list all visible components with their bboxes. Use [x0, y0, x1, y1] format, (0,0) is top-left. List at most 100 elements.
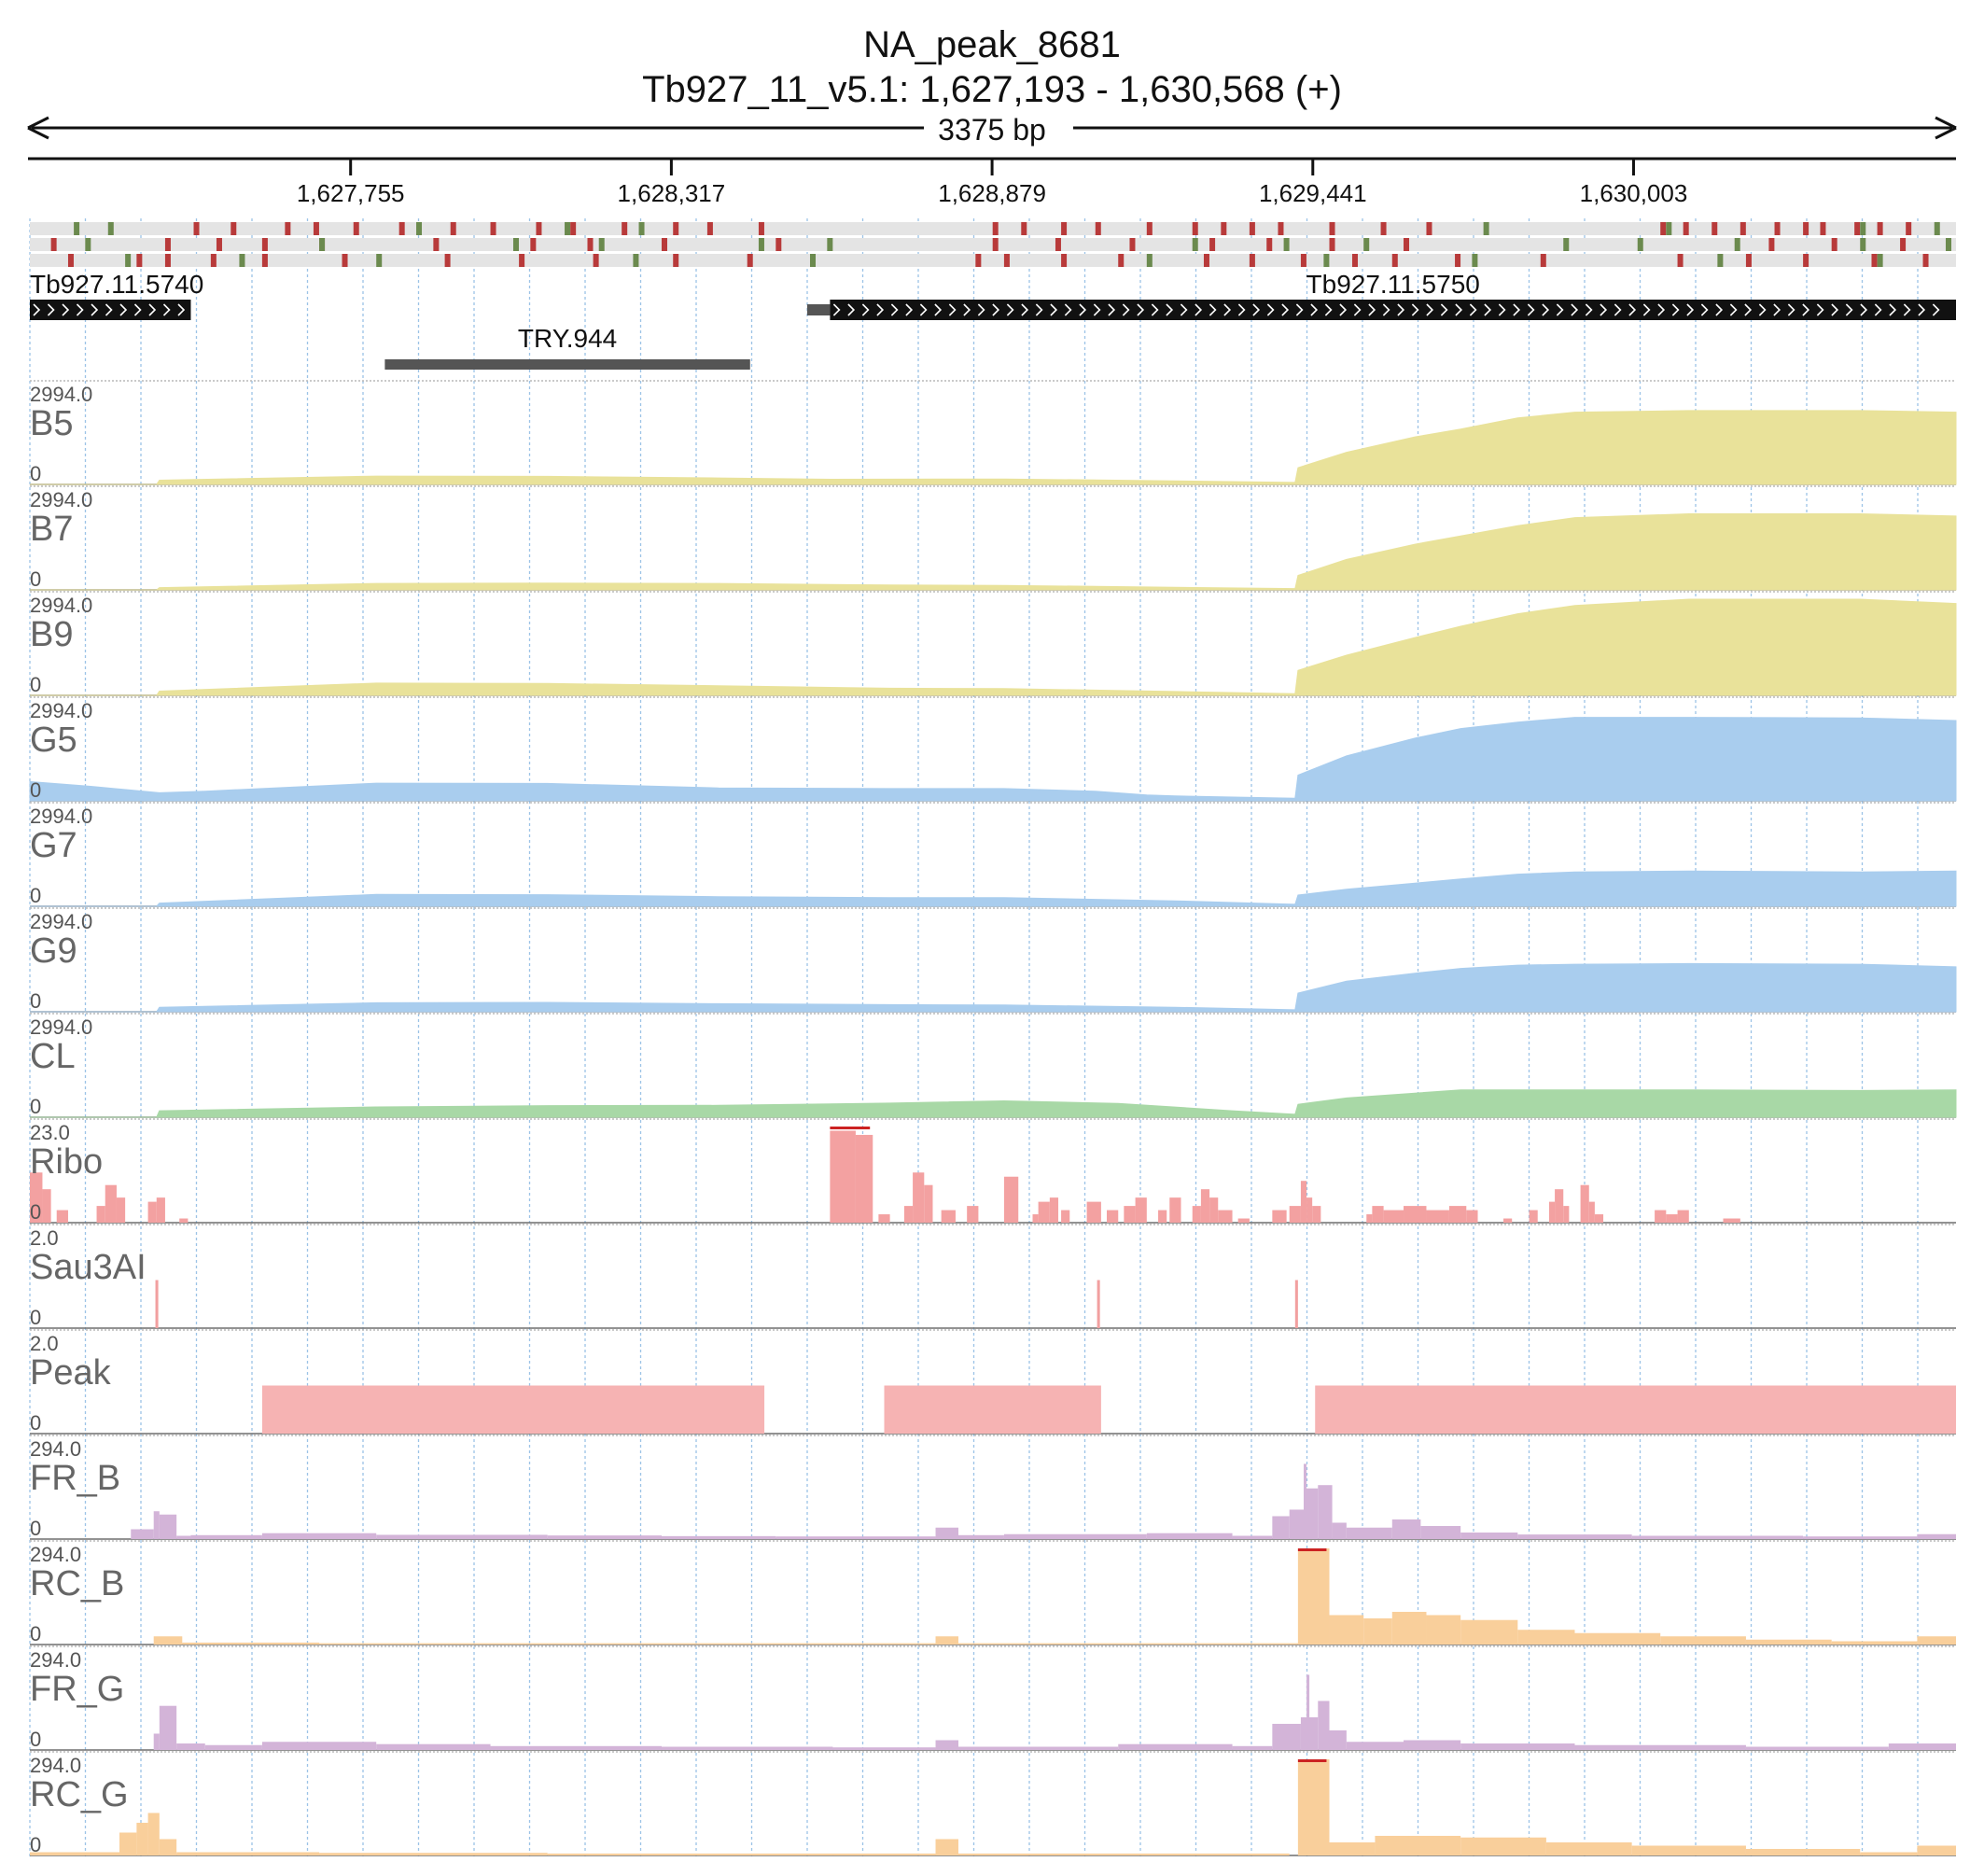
variant-mark — [1351, 254, 1358, 267]
strand-arrow-icon — [1064, 303, 1072, 316]
track-fr-g: 294.0FR_G 0 — [30, 1645, 1956, 1751]
strand-arrow-icon — [890, 303, 899, 316]
variant-mark — [809, 254, 816, 267]
clipped-marker — [1297, 1548, 1327, 1551]
variant-mark — [1300, 254, 1306, 267]
variant-mark — [1877, 254, 1883, 267]
track-rc-g: 294.0RC_G 0 — [30, 1751, 1956, 1856]
variant-mark — [313, 222, 319, 235]
signal-bar — [261, 1533, 377, 1539]
variant-mark — [1860, 222, 1866, 235]
signal-bar — [1366, 1214, 1373, 1223]
strand-arrow-icon — [1874, 303, 1882, 316]
strand-arrow-icon — [1571, 303, 1579, 316]
strand-arrow-icon — [1411, 303, 1419, 316]
signal-bar — [1574, 1744, 1746, 1750]
variant-mark — [598, 238, 605, 251]
variant-mark — [1831, 238, 1837, 251]
signal-tracks: 2994.0B502994.0B702994.0B902994.0G502994… — [29, 380, 1957, 1856]
variant-mark — [239, 254, 245, 267]
strand-arrow-icon — [1787, 303, 1795, 316]
signal-spike — [1303, 1463, 1307, 1539]
track-rc-b: 294.0RC_B 0 — [30, 1540, 1956, 1645]
variant-mark — [231, 222, 237, 235]
signal-bar — [490, 1745, 662, 1750]
signal-bar — [159, 1839, 177, 1855]
variant-row-background — [30, 254, 1956, 267]
strand-arrow-icon — [1195, 303, 1203, 316]
locus-subtitle: Tb927_11_v5.1: 1,627,193 - 1,630,568 (+) — [642, 69, 1342, 110]
signal-bar — [1666, 1214, 1678, 1223]
strand-arrow-icon — [105, 303, 113, 316]
signal-bar — [1289, 1206, 1301, 1223]
track-b9: 2994.0B9 0 — [30, 591, 1957, 696]
signal-bar — [1517, 1630, 1575, 1645]
variant-mark — [107, 222, 114, 235]
track-max-label: 2.0 — [30, 1332, 59, 1355]
signal-bar — [1375, 1835, 1461, 1855]
signal-bar — [1118, 1743, 1233, 1750]
signal-bar — [1677, 1210, 1689, 1223]
strand-arrow-icon — [934, 303, 943, 316]
signal-bar — [935, 1740, 959, 1750]
variant-mark — [1129, 238, 1136, 251]
signal-bar — [1272, 1516, 1290, 1539]
variant-mark — [1934, 222, 1940, 235]
gene-label: Tb927.11.5740 — [30, 270, 203, 299]
track-g9: 2994.0G9 0 — [30, 907, 1957, 1013]
strand-arrow-icon — [1252, 303, 1261, 316]
signal-bar — [1232, 1745, 1273, 1750]
variant-mark — [638, 222, 645, 235]
signal-bar — [1426, 1615, 1461, 1645]
strand-arrow-icon — [1455, 303, 1463, 316]
track-max-label: 2994.0 — [30, 805, 92, 828]
signal-bar — [958, 1746, 1119, 1750]
strand-arrow-icon — [847, 303, 856, 316]
variant-mark — [1739, 222, 1746, 235]
signal-bar — [1631, 1535, 1804, 1539]
feature-label: TRY.944 — [518, 324, 617, 353]
variant-mark — [1391, 254, 1398, 267]
track-max-label: 2994.0 — [30, 383, 92, 406]
signal-bar — [1631, 1845, 1746, 1855]
strand-arrow-icon — [1585, 303, 1593, 316]
variant-mark — [565, 222, 571, 235]
variant-mark — [661, 238, 667, 251]
strand-arrow-icon — [1122, 303, 1130, 316]
signal-bar — [913, 1172, 925, 1223]
signal-area — [30, 1089, 1957, 1118]
signal-bar — [159, 1705, 177, 1750]
strand-arrow-icon — [1816, 303, 1824, 316]
strand-arrow-icon — [1035, 303, 1043, 316]
track-name: FR_G — [30, 1670, 124, 1709]
signal-bar — [1289, 1643, 1298, 1645]
strand-arrow-icon — [1006, 303, 1014, 316]
variant-mark — [570, 222, 577, 235]
signal-bar — [1391, 1611, 1427, 1645]
variant-mark — [1774, 222, 1781, 235]
signal-bar — [136, 1822, 148, 1855]
grid-lines — [29, 218, 1919, 1857]
signal-bar — [661, 1746, 833, 1750]
signal-bar — [190, 1534, 262, 1539]
strand-arrow-icon — [1368, 303, 1376, 316]
signal-bar — [1097, 1280, 1100, 1328]
signal-bar — [1032, 1214, 1039, 1223]
span-arrow-right-icon — [1935, 116, 1957, 140]
signal-bar — [176, 1743, 205, 1750]
signal-bar — [1655, 1210, 1667, 1223]
track-min-label: 0 — [30, 1411, 41, 1435]
signal-bar — [1306, 1197, 1313, 1223]
strand-arrow-icon — [948, 303, 957, 316]
feature-track: TRY.944 — [384, 324, 750, 370]
signal-bar — [1192, 1206, 1201, 1223]
signal-bar — [1831, 1641, 1918, 1645]
track-name: G9 — [30, 931, 77, 971]
variant-mark — [1768, 238, 1775, 251]
signal-bar — [1209, 1197, 1219, 1223]
signal-bar — [1460, 1619, 1518, 1645]
variant-mark — [536, 222, 542, 235]
strand-arrow-icon — [1209, 303, 1217, 316]
signal-bar — [1038, 1201, 1050, 1223]
variant-mark — [1945, 238, 1951, 251]
